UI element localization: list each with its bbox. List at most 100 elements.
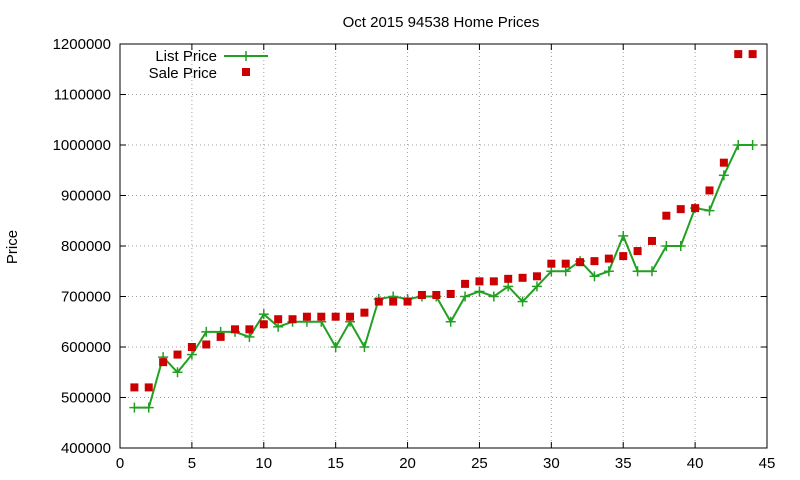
list-price-line bbox=[134, 144, 753, 409]
sale-price-point bbox=[647, 236, 656, 245]
legend: List Price Sale Price bbox=[149, 48, 268, 82]
list-price-point bbox=[646, 266, 657, 277]
sale-price-point bbox=[288, 315, 297, 324]
x-tick-label: 25 bbox=[471, 455, 488, 472]
sale-price-point bbox=[245, 325, 254, 334]
sale-price-point bbox=[604, 254, 613, 263]
chart-title: Oct 2015 94538 Home Prices bbox=[343, 14, 540, 31]
list-price-point bbox=[603, 266, 614, 277]
list-price-point bbox=[474, 286, 485, 297]
y-tick-label: 400000 bbox=[61, 440, 111, 457]
sale-price-point bbox=[360, 308, 369, 317]
list-price-point bbox=[618, 230, 629, 241]
sale-price-point bbox=[561, 259, 570, 268]
sale-price-point bbox=[489, 277, 498, 286]
sale-price-point bbox=[432, 290, 441, 299]
sale-price-point bbox=[590, 257, 599, 266]
x-tick-label: 40 bbox=[687, 455, 704, 472]
y-axis-label: Price bbox=[4, 230, 21, 264]
list-price-point bbox=[359, 342, 370, 352]
y-tick-label: 800000 bbox=[61, 238, 111, 255]
sale-price-point bbox=[274, 315, 283, 324]
sale-price-point bbox=[619, 252, 628, 261]
sale-price-point bbox=[317, 312, 326, 321]
sale-price-point bbox=[719, 158, 728, 167]
sale-price-point bbox=[662, 211, 671, 220]
sale-price-point bbox=[633, 247, 642, 256]
sale-price-point bbox=[259, 320, 268, 329]
y-tick-label: 1100000 bbox=[54, 87, 111, 104]
sale-price-point bbox=[202, 340, 211, 349]
sale-price-point bbox=[144, 383, 153, 392]
sale-price-point bbox=[705, 186, 714, 195]
list-price-point bbox=[186, 349, 197, 360]
legend-label-sale-price: Sale Price bbox=[149, 65, 217, 82]
sale-price-point bbox=[532, 272, 541, 281]
list-price-point bbox=[143, 402, 154, 413]
y-tick-label: 500000 bbox=[61, 390, 111, 407]
y-tick-label: 600000 bbox=[61, 339, 111, 356]
sale-price-point bbox=[748, 50, 757, 59]
sale-price-point bbox=[187, 343, 196, 351]
sale-price-point bbox=[417, 290, 426, 299]
sale-price-point bbox=[173, 350, 182, 359]
x-tick-label: 45 bbox=[759, 455, 776, 472]
list-price-point bbox=[632, 266, 643, 277]
axes: 0 5 10 15 20 25 30 35 40 45 400000 500000 600000 7000… bbox=[53, 36, 776, 472]
list-price-point bbox=[517, 296, 528, 307]
x-tick-label: 20 bbox=[399, 455, 416, 472]
sale-price-point bbox=[389, 297, 398, 306]
y-tick-label: 1000000 bbox=[53, 137, 111, 154]
sale-price-point bbox=[346, 312, 355, 321]
y-tick-label: 1200000 bbox=[53, 36, 111, 53]
list-price-point bbox=[129, 402, 140, 413]
y-tick-label: 900000 bbox=[61, 188, 111, 205]
legend-marker-list-price bbox=[241, 51, 251, 61]
sale-price-point bbox=[475, 277, 484, 286]
sale-price-point bbox=[302, 312, 311, 321]
list-price-point bbox=[258, 309, 269, 320]
list-price-point bbox=[675, 241, 686, 251]
sale-price-point bbox=[734, 50, 743, 59]
list-price-point bbox=[244, 331, 255, 342]
sale-price-point bbox=[159, 358, 168, 367]
list-price-point bbox=[445, 316, 456, 327]
sale-price-point bbox=[576, 258, 585, 267]
x-tick-label: 10 bbox=[255, 455, 272, 472]
sale-price-point bbox=[461, 279, 470, 288]
list-price-point bbox=[172, 367, 183, 378]
y-tick-label: 700000 bbox=[61, 289, 111, 306]
list-price-point bbox=[560, 266, 571, 277]
x-tick-label: 5 bbox=[188, 455, 196, 472]
series-layer bbox=[129, 50, 758, 413]
list-price-point bbox=[733, 140, 744, 150]
list-price-point bbox=[488, 291, 499, 302]
sale-price-point bbox=[504, 274, 513, 283]
grid-lines bbox=[120, 44, 767, 448]
sale-price-point bbox=[331, 312, 340, 321]
list-price-point bbox=[503, 281, 514, 292]
list-price-point bbox=[273, 321, 284, 332]
x-tick-label: 35 bbox=[615, 455, 632, 472]
sale-price-point bbox=[691, 204, 700, 213]
list-price-point bbox=[718, 170, 729, 181]
sale-price-point bbox=[518, 273, 527, 282]
list-price-point bbox=[531, 281, 542, 292]
list-price-point bbox=[460, 291, 471, 302]
sale-price-point bbox=[403, 297, 412, 306]
list-price-point bbox=[330, 342, 341, 352]
x-tick-label: 0 bbox=[116, 455, 124, 472]
sale-price-point bbox=[130, 383, 139, 392]
list-price-point bbox=[589, 271, 600, 282]
list-price-point bbox=[747, 140, 758, 150]
sale-price-point bbox=[547, 259, 556, 268]
x-tick-label: 30 bbox=[543, 455, 560, 472]
sale-price-point bbox=[216, 332, 225, 341]
sale-price-point bbox=[676, 205, 685, 214]
list-price-point bbox=[201, 326, 212, 337]
legend-label-list-price: List Price bbox=[155, 48, 217, 65]
x-tick-label: 15 bbox=[327, 455, 344, 472]
list-price-point bbox=[661, 241, 672, 251]
list-price-point bbox=[546, 266, 557, 277]
